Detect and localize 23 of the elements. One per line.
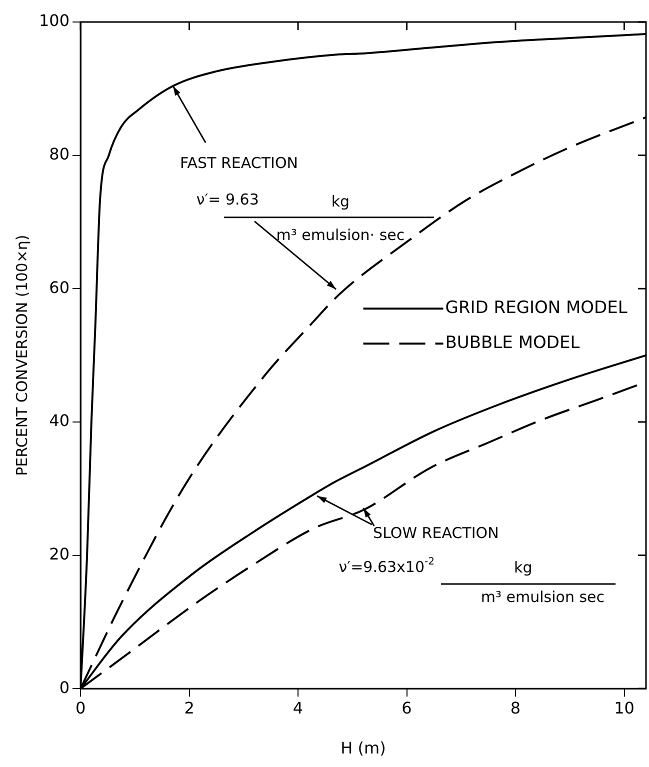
x-tick-label: 10 <box>614 698 634 718</box>
annotation: kg <box>331 192 350 211</box>
y-tick-label: 0 <box>59 678 70 697</box>
annotation: SLOW REACTION <box>373 524 499 542</box>
x-tick-label: 8 <box>510 698 521 718</box>
y-tick-label: 40 <box>49 411 70 430</box>
annotation: m³ emulsion sec <box>480 588 605 606</box>
legend-label: GRID REGION MODEL <box>445 298 628 318</box>
legend-label: BUBBLE MODEL <box>445 333 580 354</box>
y-tick-label: 20 <box>49 544 70 564</box>
x-tick-label: 6 <box>402 698 412 718</box>
y-tick-label: 60 <box>49 278 70 297</box>
y-tick-label: 80 <box>49 144 70 164</box>
x-tick-label: 2 <box>184 698 194 718</box>
y-axis-title: PERCENT CONVERSION (100×η) <box>12 234 31 476</box>
annotation: kg <box>514 558 532 577</box>
x-tick-label: 4 <box>292 698 304 718</box>
x-tick-label: 0 <box>75 698 86 718</box>
annotation: FAST REACTION <box>180 154 298 172</box>
annotation: ν′= 9.63 <box>196 190 259 209</box>
y-tick-label: 100 <box>38 11 70 30</box>
x-axis-title: H (m) <box>340 738 386 758</box>
annotation: m³ emulsion· sec <box>276 226 405 244</box>
